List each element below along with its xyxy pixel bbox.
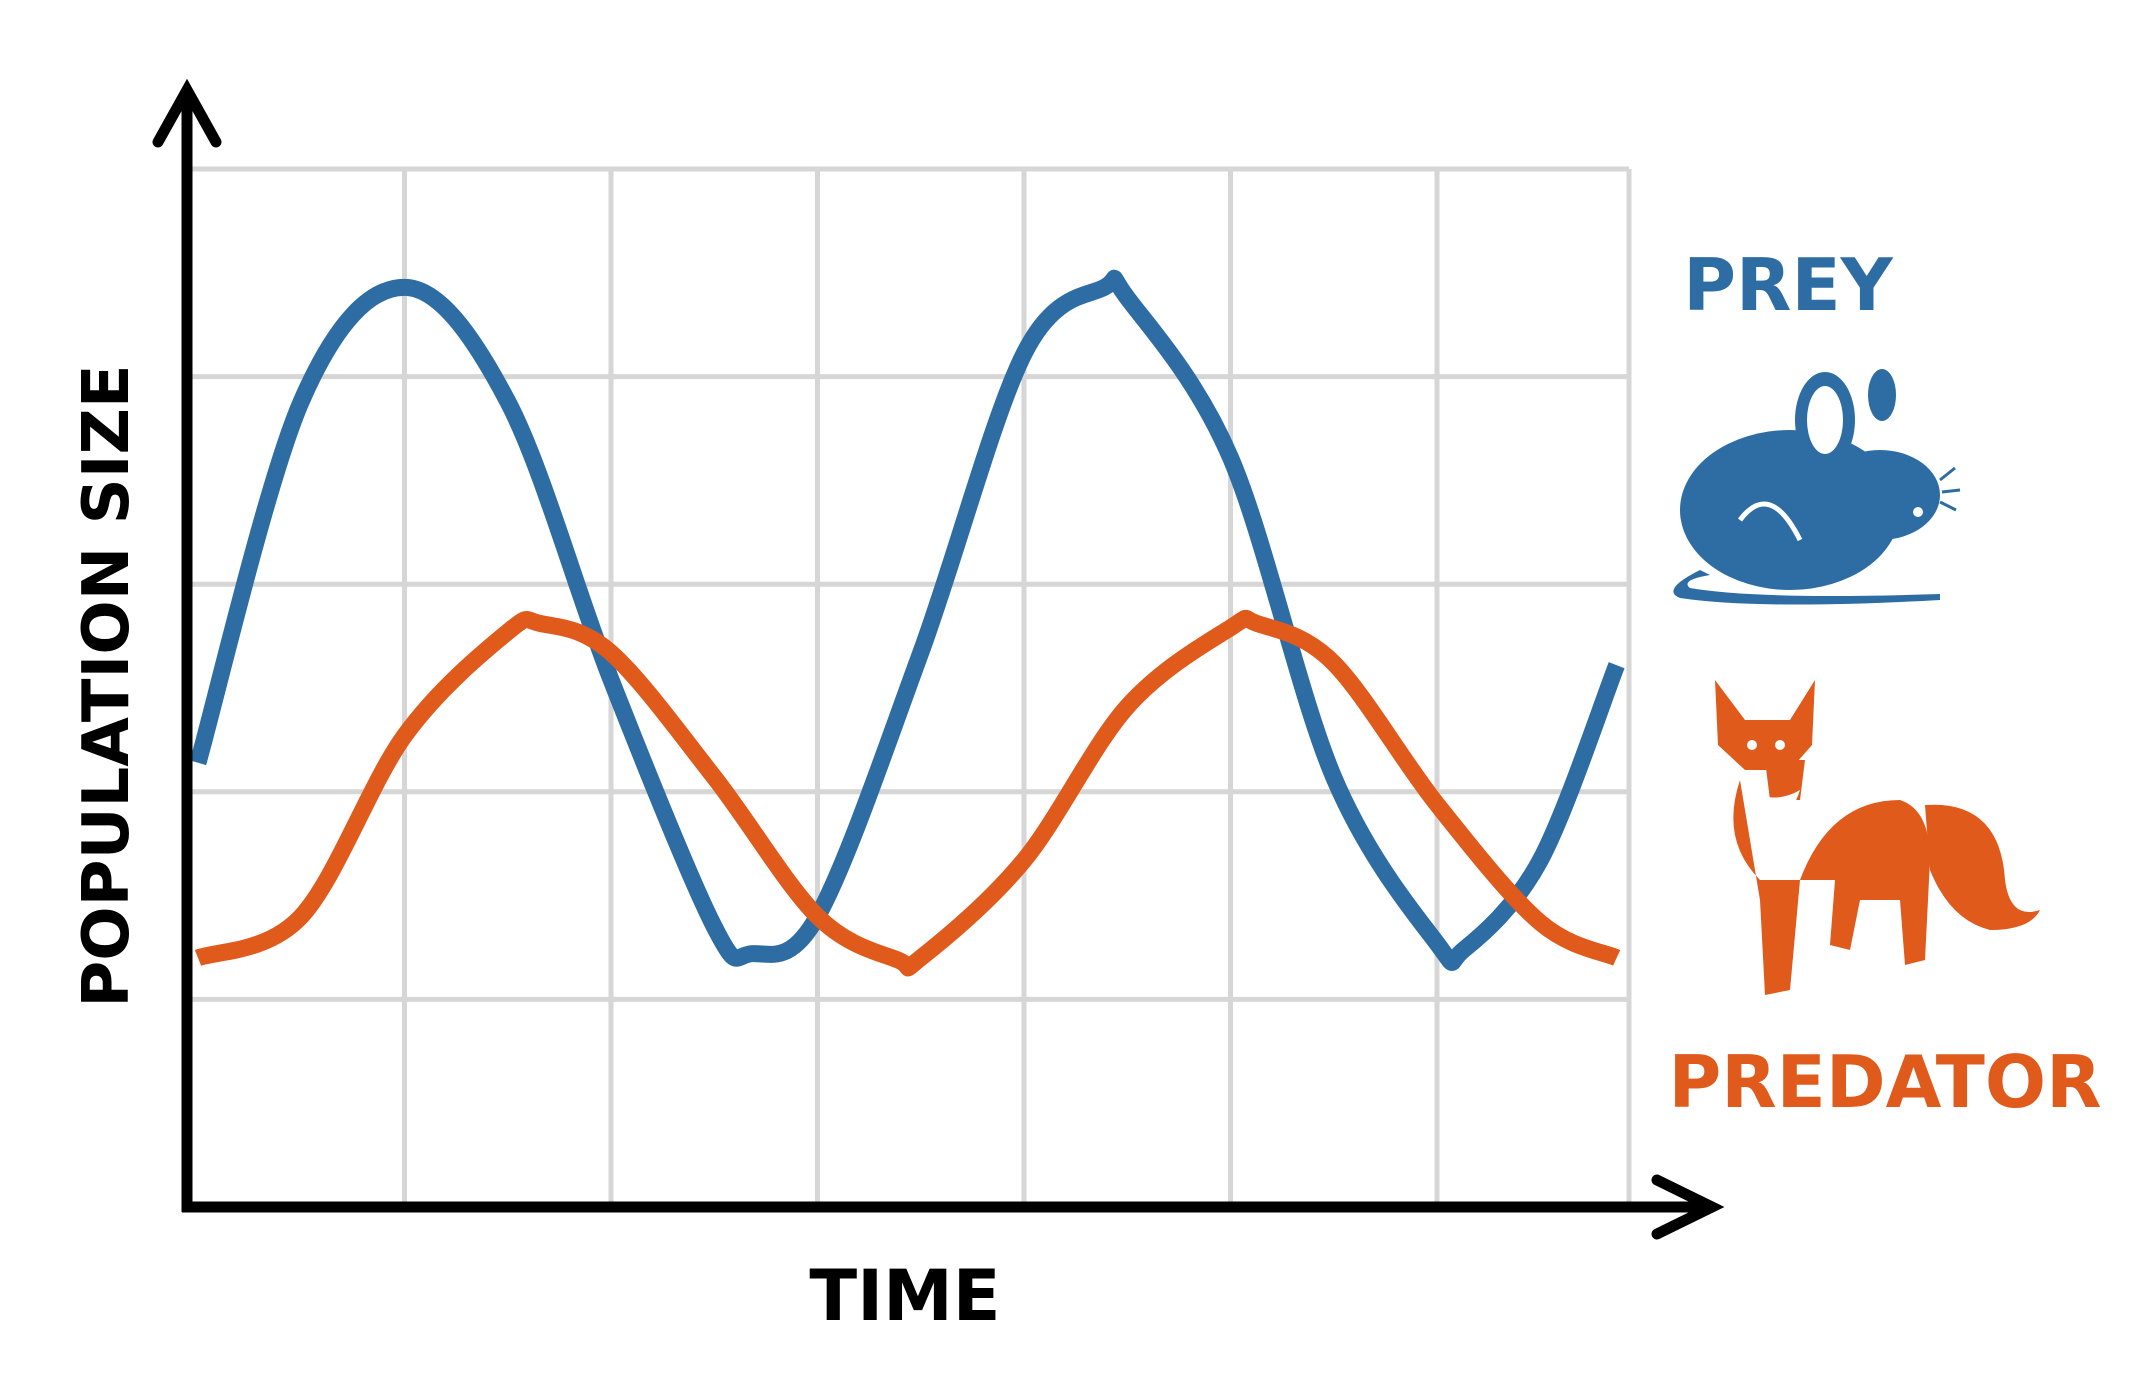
series-lines <box>189 269 1625 977</box>
fox-icon <box>1715 680 2040 995</box>
series-line-predator <box>194 610 1621 977</box>
y-axis-label: POPULATION SIZE <box>70 364 144 1007</box>
legend-prey-label: PREY <box>1683 243 1893 327</box>
x-axis-arrow <box>1651 1174 1725 1240</box>
legend-predator-label: PREDATOR <box>1668 1040 2101 1124</box>
series-line-prey <box>189 269 1625 971</box>
y-axis-arrow <box>152 78 222 148</box>
axes <box>152 78 1725 1240</box>
grid <box>190 166 1632 1207</box>
x-axis-label: TIME <box>809 1255 1000 1337</box>
mouse-icon <box>1673 369 1961 605</box>
